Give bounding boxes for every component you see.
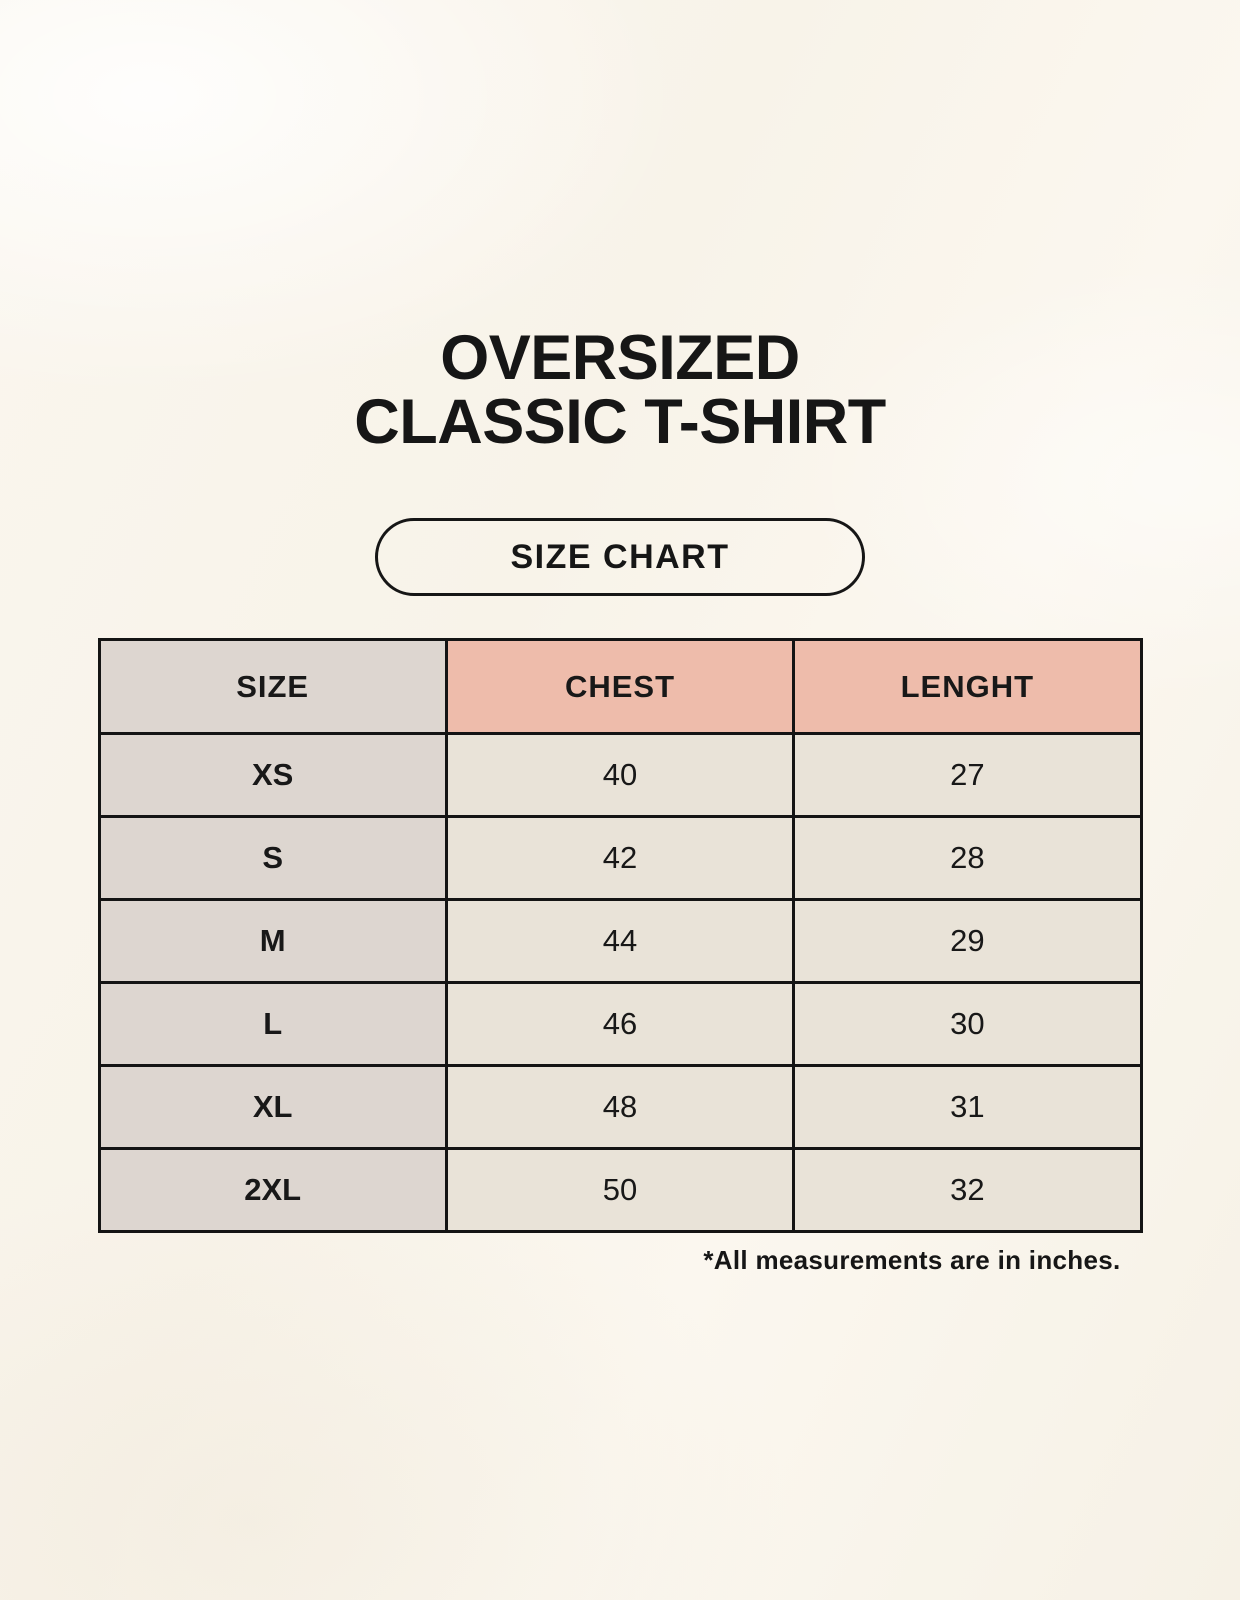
product-title-line-2: CLASSIC T-SHIRT — [354, 387, 886, 457]
chest-cell: 48 — [444, 1064, 796, 1150]
column-header-chest: CHEST — [444, 638, 796, 735]
size-cell: L — [97, 981, 448, 1067]
table-row-2xl: 2XL 50 32 — [97, 1147, 1143, 1233]
size-cell: 2XL — [97, 1147, 448, 1233]
size-cell: XL — [97, 1064, 448, 1150]
chest-cell: 46 — [444, 981, 796, 1067]
product-title-line-1: OVERSIZED — [440, 323, 800, 393]
column-header-size: SIZE — [97, 638, 448, 735]
chest-cell: 42 — [444, 815, 796, 901]
size-cell: XS — [97, 732, 448, 818]
length-cell: 28 — [792, 815, 1143, 901]
size-chart-button-label: SIZE CHART — [510, 537, 730, 576]
size-chart-button[interactable]: SIZE CHART — [375, 518, 865, 596]
size-cell: S — [97, 815, 448, 901]
measurements-note: *All measurements are in inches. — [703, 1245, 1121, 1275]
table-row-xl: XL 48 31 — [97, 1064, 1143, 1150]
size-table: SIZE CHEST LENGHT XS 40 27 S 42 28 M 44 … — [97, 638, 1143, 1233]
table-row-s: S 42 28 — [97, 815, 1143, 901]
length-cell: 32 — [792, 1147, 1143, 1233]
length-cell: 30 — [792, 981, 1143, 1067]
product-title: OVERSIZED CLASSIC T-SHIRT — [0, 326, 1240, 454]
table-row-m: M 44 29 — [97, 898, 1143, 984]
chest-cell: 50 — [444, 1147, 796, 1233]
size-cell: M — [97, 898, 448, 984]
table-row-l: L 46 30 — [97, 981, 1143, 1067]
chest-cell: 40 — [444, 732, 796, 818]
column-header-length: LENGHT — [792, 638, 1143, 735]
length-cell: 31 — [792, 1064, 1143, 1150]
table-header-row: SIZE CHEST LENGHT — [97, 638, 1143, 735]
table-row-xs: XS 40 27 — [97, 732, 1143, 818]
chest-cell: 44 — [444, 898, 796, 984]
length-cell: 29 — [792, 898, 1143, 984]
length-cell: 27 — [792, 732, 1143, 818]
